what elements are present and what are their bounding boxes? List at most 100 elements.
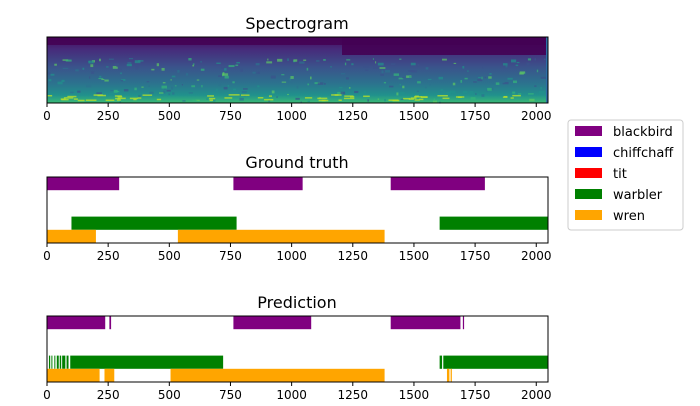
spectrogram-cell [141,86,144,88]
legend-label-blackbird: blackbird [613,125,673,140]
spectrogram-cell [481,76,483,80]
x-tick-label: 250 [97,388,120,402]
spectrogram-cell [73,98,78,100]
spectrogram-cell [57,81,63,85]
spectrogram-cell [384,98,387,102]
spectrogram-cell [307,100,310,103]
spectrogram-cell [224,75,229,79]
spectrogram-cell [507,77,513,80]
ground-truth-title: Ground truth [245,153,348,172]
blackbird-segment [233,177,303,191]
spectrogram-cell [488,76,492,79]
spectrogram-cell [473,80,479,83]
warbler-segment [54,355,56,369]
spectrogram-cell [512,91,516,94]
spectrogram-cell [188,92,193,94]
spectrogram-cell [101,79,105,81]
spectrogram-cell [216,88,218,92]
spectrogram-cell [128,58,134,60]
spectrogram-cell [120,72,122,75]
spectrogram-cell [62,59,69,61]
spectrogram-cell [529,98,535,102]
spectrogram-cell [317,97,328,100]
spectrogram-cell [192,99,198,101]
spectrogram-cell [316,60,320,62]
spectrogram-cell [296,85,299,89]
spectrogram-cell [86,84,92,88]
spectrogram-cell [67,95,77,98]
spectrogram-cell [462,65,465,69]
spectrogram-cell [113,63,120,66]
x-tick-label: 1500 [399,109,430,123]
x-tick-label: 1250 [338,249,369,263]
x-tick-label: 1750 [460,109,491,123]
spectrogram-cell [330,66,332,68]
spectrogram-cell [151,68,155,71]
spectrogram-cell [228,94,240,96]
spectrogram-cell [495,82,500,85]
spectrogram-cell [90,64,94,68]
spectrogram-cell [61,79,65,82]
spectrogram-cell [515,64,519,67]
spectrogram-cell [192,64,195,67]
spectrogram-cell [392,99,400,102]
x-tick-label: 500 [158,249,181,263]
spectrogram-cell [105,99,115,102]
spectrogram-cell [201,85,203,88]
spectrogram-cell [348,87,351,89]
spectrogram-cell [442,58,447,61]
spectrogram-cell [209,97,216,100]
spectrogram-cell [98,77,104,80]
spectrogram-cell [120,79,124,82]
spectrogram-cell [526,62,530,66]
spectrogram-cell [299,61,305,64]
spectrogram-cell [482,65,484,69]
spectrogram-cell [158,92,164,94]
spectrogram-cell [502,96,508,98]
spectrogram-cell [277,58,283,62]
spectrogram-cell [191,85,196,88]
spectrogram-cell [339,87,343,89]
spectrogram-cell [318,99,326,102]
legend-swatch-wren [575,210,602,220]
ground-truth-x-axis: 0 250 500 750 1000 1250 1500 1750 2000 [43,243,552,263]
spectrogram-cell [475,93,477,95]
spectrogram-cell [196,79,200,81]
spectrogram-cell [127,62,132,64]
spectrogram-cell [375,61,377,64]
spectrogram-cell [344,62,347,66]
spectrogram-cell [527,58,531,61]
spectrogram-cell [455,96,465,98]
spectrogram-cell [138,60,144,62]
warbler-segment [443,355,548,369]
blackbird-segment [462,316,465,330]
legend-label-wren: wren [613,209,645,224]
spectrogram-cell [99,58,101,62]
spectrogram-cell [338,99,342,102]
spectrogram-cell [512,94,521,97]
spectrogram-cell [240,68,243,72]
spectrogram-cell [398,77,404,80]
spectrogram-cell [181,84,183,86]
spectrogram-cell [409,76,412,78]
blackbird-segment [233,316,312,330]
spectrogram-cell [216,62,221,64]
spectrogram-cell [188,58,192,61]
wren-segment [170,368,385,382]
legend-label-tit: tit [613,167,627,182]
spectrogram-cell [344,95,354,97]
spectrogram-cell [48,79,52,82]
warbler-segment [71,216,237,230]
spectrogram-cell [267,58,269,61]
spectrogram-cell [164,87,166,90]
spectrogram-cell [433,98,436,102]
spectrogram-cell [221,66,225,69]
spectrogram-cell [171,75,176,78]
spectrogram-cell [540,78,546,81]
spectrogram-cell [114,95,122,97]
spectrogram-cell [334,94,342,96]
spectrogram-cell [255,63,260,66]
spectrogram-cell [534,85,537,87]
spectrogram-cell [218,75,222,77]
spectrogram-cell [446,91,452,94]
